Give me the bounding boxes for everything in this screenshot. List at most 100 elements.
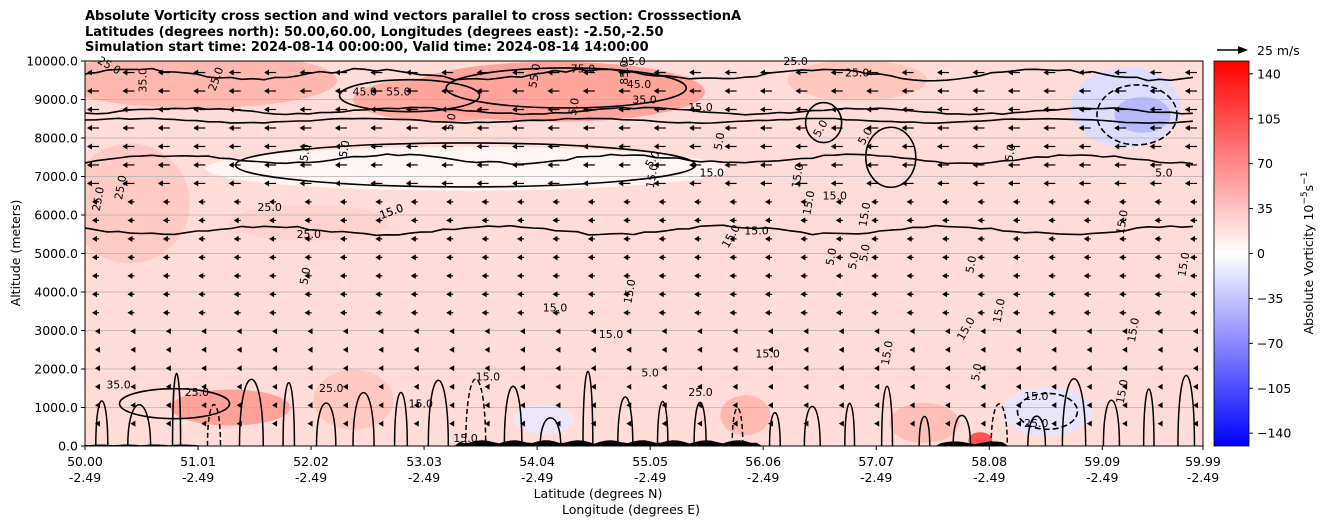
wind-vector xyxy=(547,88,560,95)
wind-vector xyxy=(838,402,844,409)
wind-vector xyxy=(795,124,808,131)
wind-vector-head xyxy=(1185,124,1190,131)
wind-vector-head xyxy=(375,309,381,316)
wind-vector-head xyxy=(697,420,703,427)
wind-vector-head xyxy=(95,402,100,409)
colorbar xyxy=(1213,60,1250,447)
wind-vector-head xyxy=(484,420,490,427)
wind-vector-head xyxy=(587,254,593,261)
wind-vector-head xyxy=(1154,254,1160,261)
wind-vector-head xyxy=(127,309,133,316)
wind-vector xyxy=(236,420,242,427)
wind-vector-head xyxy=(1051,402,1057,409)
wind-vector xyxy=(1048,272,1056,279)
contour-loop-2 xyxy=(445,67,688,109)
wind-vector-head xyxy=(972,124,978,131)
wind-vector xyxy=(87,143,99,150)
wind-vector xyxy=(95,328,100,335)
wind-vector-head xyxy=(446,235,452,242)
wind-vector-head xyxy=(1190,254,1195,261)
wind-vector-head xyxy=(694,272,700,279)
wind-vector-head xyxy=(1190,291,1195,298)
wind-vector-head xyxy=(1086,346,1092,353)
wind-vector-head xyxy=(269,217,275,224)
wind-vector-head xyxy=(1048,309,1054,316)
wind-vector-head xyxy=(307,420,313,427)
wind-vector-head xyxy=(653,143,659,150)
wind-vector xyxy=(1083,217,1091,224)
colorbar-tick-label-7: 105 xyxy=(1257,111,1281,126)
wind-vector-head xyxy=(626,383,632,390)
wind-vector-head xyxy=(1149,88,1155,95)
x-tick-label-lon-3: -2.49 xyxy=(408,470,440,485)
contour-low-24 xyxy=(990,403,1009,446)
wind-vector-head xyxy=(269,272,275,279)
wind-vector xyxy=(378,383,384,390)
wind-vector xyxy=(658,235,666,242)
wind-vector xyxy=(233,235,241,242)
wind-vector xyxy=(689,161,702,168)
wind-vector-head xyxy=(413,365,419,372)
wind-vector xyxy=(375,272,383,279)
title-line-2: Latitudes (degrees north): 50.00,60.00, … xyxy=(85,24,664,40)
wind-vector xyxy=(481,291,489,298)
wind-vector xyxy=(272,346,278,353)
wind-vector xyxy=(299,143,312,150)
wind-vector xyxy=(980,346,986,353)
wind-vector xyxy=(724,143,737,150)
colorbar-tick-label-3: −35 xyxy=(1257,291,1283,306)
wind-vector xyxy=(830,143,843,150)
wind-vector-head xyxy=(623,272,629,279)
wind-vector xyxy=(449,365,455,372)
wind-vector-head xyxy=(901,161,907,168)
contour-label-47: 25.0 xyxy=(257,201,282,214)
colorbar-tick-label-1: −105 xyxy=(1257,381,1291,396)
wind-vector-head xyxy=(795,180,801,187)
wind-vector xyxy=(269,309,277,316)
wind-vector-head xyxy=(92,254,97,261)
contour-label-32: 15.0 xyxy=(621,278,638,304)
wind-vector-head xyxy=(901,180,907,187)
wind-vector xyxy=(1122,420,1128,427)
wind-vector-head xyxy=(661,365,667,372)
wind-vector-head xyxy=(795,106,801,113)
wind-vector-head xyxy=(1078,69,1084,76)
wind-vector xyxy=(866,161,879,168)
wind-vector xyxy=(618,106,631,113)
wind-vector xyxy=(517,198,525,205)
wind-vector xyxy=(1185,161,1197,168)
wind-vector-head xyxy=(1086,402,1092,409)
wind-vector-head xyxy=(694,254,700,261)
wind-vector-head xyxy=(1048,291,1054,298)
wind-vector xyxy=(87,69,99,76)
wind-vector xyxy=(441,69,454,76)
contour-low-15 xyxy=(656,400,669,446)
wind-vector xyxy=(1190,217,1197,224)
wind-vector-head xyxy=(980,365,986,372)
wind-vector xyxy=(764,272,772,279)
wind-vector-head xyxy=(449,328,455,335)
wind-vector-head xyxy=(410,198,416,205)
wind-vector xyxy=(582,161,595,168)
wind-vector-head xyxy=(874,402,880,409)
wind-vector-head xyxy=(937,69,943,76)
wind-vector-head xyxy=(193,124,199,131)
wind-vector-head xyxy=(1122,420,1128,427)
wind-vector xyxy=(334,143,347,150)
wind-vector xyxy=(587,272,595,279)
wind-vector-head xyxy=(517,291,523,298)
wind-vector xyxy=(552,198,560,205)
wind-vector xyxy=(838,365,844,372)
wind-vector xyxy=(441,180,454,187)
wind-vector-head xyxy=(1086,420,1092,427)
wind-vector xyxy=(909,420,915,427)
wind-vector xyxy=(906,217,914,224)
wind-vector xyxy=(339,235,347,242)
wind-vector xyxy=(661,402,667,409)
wind-vector-head xyxy=(909,365,915,372)
wind-vector-head xyxy=(449,420,455,427)
contour-label-33: 15.0 xyxy=(755,347,780,360)
contour-loop-7 xyxy=(804,101,843,144)
contour-label-14: 5.0 xyxy=(1155,167,1173,180)
wind-vector xyxy=(977,235,985,242)
